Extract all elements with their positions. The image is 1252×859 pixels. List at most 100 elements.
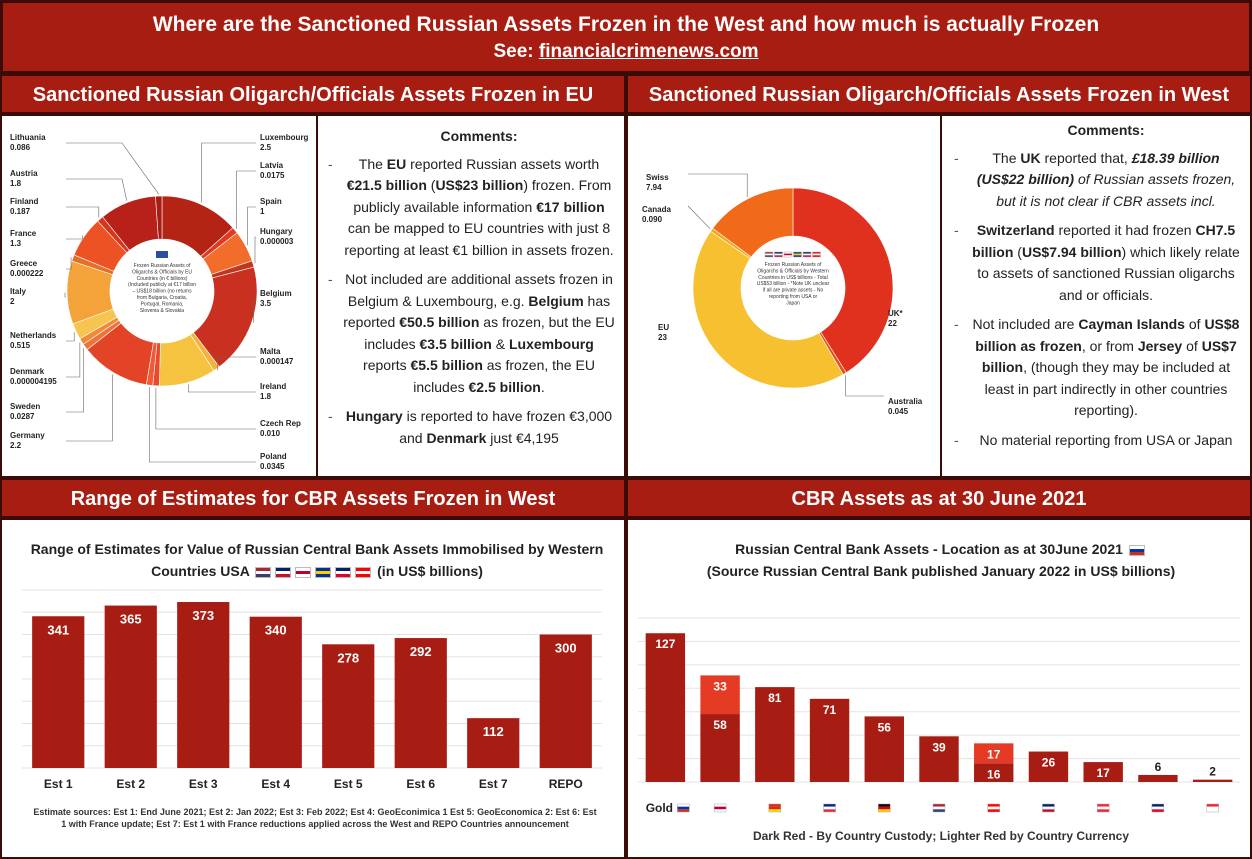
west-donut-panel: Frozen Russian Assets of Oligarchs & Offi… xyxy=(626,114,942,478)
austria-flag-icon xyxy=(1096,803,1110,813)
location-chart-panel: Russian Central Bank Assets - Location a… xyxy=(626,518,1252,859)
bar-japan-series-0 xyxy=(700,714,740,782)
flag-border xyxy=(768,803,782,813)
donut-center-text: (Included publicly at €17 billion xyxy=(128,282,196,288)
leader-line xyxy=(253,298,256,323)
eu-donut-panel: Frozen Russian Assets of Oligarchs & Offi… xyxy=(0,114,318,478)
comment-run: as frozen, but the EU includes xyxy=(364,314,615,352)
donut-label: Belgium xyxy=(260,289,292,298)
flag-border xyxy=(783,251,793,258)
donut-center-text: Countries in US$ billions - Total xyxy=(758,275,827,281)
donut-label: Greece xyxy=(10,259,38,268)
flag-stripe xyxy=(933,804,945,807)
donut-slice-swiss xyxy=(712,187,794,258)
flag-stripe xyxy=(1042,806,1055,810)
range-chart-title-suffix: (in US$ billions) xyxy=(377,563,483,579)
flag-stripe xyxy=(1097,804,1110,807)
flag-border xyxy=(677,803,690,813)
flag-stripe xyxy=(803,252,811,254)
donut-center-text: from Bulgaria, Croatia, xyxy=(137,295,187,301)
flag-stripe xyxy=(1097,806,1110,810)
flag-stripe xyxy=(803,255,811,257)
comment-run: The xyxy=(358,155,387,172)
eu-comments: Comments: The EU reported Russian assets… xyxy=(328,126,616,457)
donut-value: 0.0175 xyxy=(260,171,285,180)
west-comment-3: Not included are Cayman Islands of US$8 … xyxy=(954,314,1244,422)
comment-run: No material reporting from USA or Japan xyxy=(979,431,1233,448)
flag-icon xyxy=(764,251,774,258)
flag-border xyxy=(932,803,946,813)
comment-run: €17 billion xyxy=(536,198,605,215)
comment-run: Not included are additional assets froze… xyxy=(345,271,613,309)
donut-label: Lithuania xyxy=(10,133,46,142)
category-label: Est 7 xyxy=(479,777,508,791)
cbr-range-header: Range of Estimates for CBR Assets Frozen… xyxy=(0,478,626,518)
donut-value: 0.086 xyxy=(10,143,31,152)
flag-border xyxy=(987,803,1000,813)
leader-line xyxy=(66,142,159,195)
flag-stripe xyxy=(714,806,727,810)
china-flag-icon xyxy=(768,803,782,813)
flag-icon xyxy=(793,251,802,258)
comment-run: US$7 billion xyxy=(981,337,1237,376)
eu-panel-header: Sanctioned Russian Oligarch/Officials As… xyxy=(0,74,626,114)
category-label: Est 5 xyxy=(334,777,363,791)
comment-run: ( xyxy=(1013,243,1022,260)
bar-france-series-0 xyxy=(809,698,850,782)
flag-stripe xyxy=(677,804,690,807)
leader-line xyxy=(254,236,256,264)
donut-label: EU xyxy=(658,323,669,332)
comment-run: , or from xyxy=(1081,337,1138,354)
bar-value-label: 17 xyxy=(1097,766,1111,780)
donut-center-text: Frozen Russian Assets of xyxy=(765,262,822,268)
donut-label: Luxembourg xyxy=(260,133,309,142)
bar-value-label: 17 xyxy=(987,747,1001,761)
bar-value-label: 56 xyxy=(878,720,892,734)
comment-run: US$7.94 billion xyxy=(1021,243,1122,260)
comment-run: has reported xyxy=(343,292,611,331)
flag-stripe xyxy=(803,253,811,256)
comment-run: Luxembourg xyxy=(508,335,594,352)
donut-center-text: Oligarchs & Officials by Western xyxy=(757,268,829,274)
australia-flag-icon xyxy=(335,566,352,578)
leader-line xyxy=(64,292,66,298)
bar-value-label: 112 xyxy=(483,724,504,739)
donut-center-text: Japan xyxy=(786,300,800,306)
flag-border xyxy=(878,803,891,813)
japan-flag-icon xyxy=(713,803,727,813)
donut-value: 1 xyxy=(260,207,265,216)
donut-label: Sweden xyxy=(10,402,40,411)
comment-run: The xyxy=(992,149,1021,166)
comment-run: . xyxy=(540,378,545,395)
source-link[interactable]: financialcrimenews.com xyxy=(538,41,759,62)
flag-stripe xyxy=(878,806,891,810)
bar-value-label: 292 xyxy=(410,644,432,659)
donut-value: 0.045 xyxy=(888,407,909,416)
flag-border xyxy=(1042,803,1055,813)
usa-flag-icon xyxy=(932,803,946,813)
donut-value: 0.010 xyxy=(260,429,281,438)
donut-value: 0.000222 xyxy=(10,269,44,278)
bar-value-label: 365 xyxy=(120,612,142,627)
donut-value: 7.94 xyxy=(646,183,662,192)
comment-run: Not included are xyxy=(972,316,1079,332)
flag-stripe xyxy=(878,809,891,812)
bar-repo xyxy=(539,634,592,768)
bar-value-label: 300 xyxy=(555,641,577,656)
leader-line xyxy=(687,205,711,229)
donut-label: Poland xyxy=(260,452,287,461)
usa-flag-icon xyxy=(255,566,272,578)
bar-japan-series-1 xyxy=(700,675,740,715)
eu-comment-1: The EU reported Russian assets worth €21… xyxy=(328,154,616,262)
donut-slice-eu xyxy=(692,230,844,389)
comment-run: €5.5 billion xyxy=(410,357,483,373)
bar-canada-series-1 xyxy=(974,743,1014,764)
comment-run: Switzerland xyxy=(976,222,1055,238)
west-comment-4: No material reporting from USA or Japan xyxy=(954,430,1244,452)
flag-stripe xyxy=(774,252,783,254)
flag-stripe xyxy=(823,809,836,812)
leader-line xyxy=(187,384,256,393)
comment-run: ( xyxy=(426,177,436,193)
donut-value: 1.3 xyxy=(10,239,22,248)
donut-slice-uk xyxy=(792,187,894,374)
